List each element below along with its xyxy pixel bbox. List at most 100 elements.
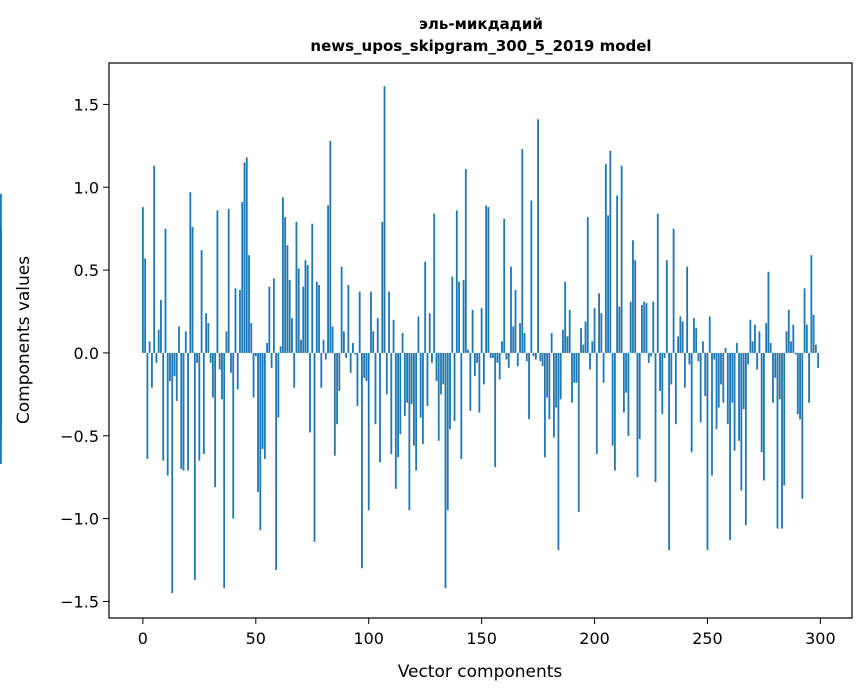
- bar-197: [586, 217, 589, 353]
- bar-54: [263, 352, 266, 459]
- bar-204: [602, 352, 605, 383]
- bar-78: [318, 285, 320, 353]
- bar-139: [455, 210, 458, 353]
- bar-9: [162, 352, 165, 461]
- bar-276: [765, 323, 768, 353]
- x-tick-label: 200: [579, 629, 610, 648]
- bar-267: [744, 352, 747, 526]
- bar-53: [261, 352, 264, 450]
- bar-151: [482, 352, 485, 385]
- bar-61: [279, 346, 282, 353]
- bar-0: [141, 207, 144, 353]
- bar-100: [367, 352, 370, 511]
- bar-196: [584, 321, 587, 353]
- bar-8: [160, 299, 162, 353]
- bar-181: [550, 333, 553, 353]
- bar-179: [546, 352, 549, 398]
- bar-169: [523, 333, 526, 353]
- bar-107: [383, 86, 386, 353]
- bar-13: [171, 352, 174, 594]
- bar-299: [817, 352, 820, 368]
- bar-260: [729, 352, 731, 541]
- bar-293: [803, 288, 806, 353]
- bar-160: [503, 218, 506, 353]
- bar-291: [799, 352, 801, 420]
- bar-133: [442, 352, 445, 385]
- x-tick-label: 300: [805, 629, 836, 648]
- y-tick-label: −1.5: [60, 592, 99, 611]
- bar-39: [230, 352, 232, 373]
- bar-217: [632, 240, 634, 353]
- bar-159: [501, 341, 503, 353]
- bar-99: [365, 352, 368, 382]
- bar-269: [749, 319, 752, 353]
- bar-141: [460, 352, 463, 459]
- bar-65: [288, 280, 291, 353]
- bar-50: [254, 352, 257, 357]
- bar-193: [577, 352, 580, 512]
- bar-2: [146, 352, 149, 459]
- bar-195: [582, 344, 585, 353]
- bar-188: [566, 336, 569, 353]
- bar-152: [485, 205, 488, 353]
- bar-233: [668, 352, 670, 551]
- bar-129: [433, 213, 436, 353]
- y-tick-label: 0.0: [74, 344, 99, 363]
- bar-56: [268, 286, 271, 353]
- bar-164: [512, 326, 515, 353]
- bar-298: [814, 344, 817, 353]
- bar-41: [234, 288, 237, 353]
- bar-58: [272, 278, 275, 353]
- y-tick-label: −0.5: [60, 427, 99, 446]
- bar-290: [796, 352, 799, 415]
- bar-110: [390, 352, 393, 454]
- y-axis-ticks: −1.5 −1.0 −0.5 0.0 0.5 1.0 1.5: [60, 95, 109, 611]
- bar-249: [704, 352, 707, 396]
- bars-group: [0, 86, 820, 594]
- bar-223: [645, 303, 648, 353]
- bar-63: [284, 217, 287, 353]
- bar-250: [706, 352, 709, 551]
- bar-228: [656, 213, 659, 353]
- bar-213: [623, 352, 625, 413]
- bar-102: [372, 331, 375, 353]
- bar-114: [399, 352, 402, 435]
- bar-130: [435, 352, 438, 382]
- x-tick-label: 50: [246, 629, 266, 648]
- bar-162: [507, 352, 510, 368]
- bar-215: [627, 352, 630, 436]
- bar-85: [333, 352, 336, 456]
- bar-184: [557, 352, 560, 551]
- bar-207: [609, 150, 612, 353]
- y-axis-label: Components values: [14, 256, 34, 424]
- bar-90: [345, 352, 348, 358]
- bar-240: [683, 352, 686, 388]
- bar-224: [647, 352, 650, 363]
- bar-147: [473, 352, 476, 377]
- bar-238: [679, 316, 682, 353]
- bar-242: [688, 352, 691, 365]
- bar-37: [225, 331, 228, 353]
- bar-259: [726, 352, 729, 425]
- bar-142: [462, 280, 465, 353]
- bar-167: [519, 323, 521, 353]
- bar-154: [489, 352, 492, 358]
- bar-150: [480, 308, 483, 353]
- bar-83: [329, 140, 332, 353]
- bar-66: [291, 318, 293, 353]
- bar-86: [336, 352, 338, 425]
- bar-280: [774, 352, 777, 378]
- bar-262: [733, 352, 736, 451]
- bar-220: [638, 352, 641, 440]
- bar-76: [313, 352, 316, 542]
- bar-186: [562, 329, 564, 353]
- bar-112: [394, 352, 397, 489]
- bar-29: [207, 323, 210, 353]
- bar-157: [496, 352, 499, 363]
- bar-14: [173, 352, 176, 377]
- bar-219: [636, 352, 639, 478]
- bar-174: [534, 352, 537, 360]
- bar-255: [717, 352, 720, 408]
- bar-218: [634, 260, 637, 353]
- y-tick-label: −1.0: [60, 510, 99, 529]
